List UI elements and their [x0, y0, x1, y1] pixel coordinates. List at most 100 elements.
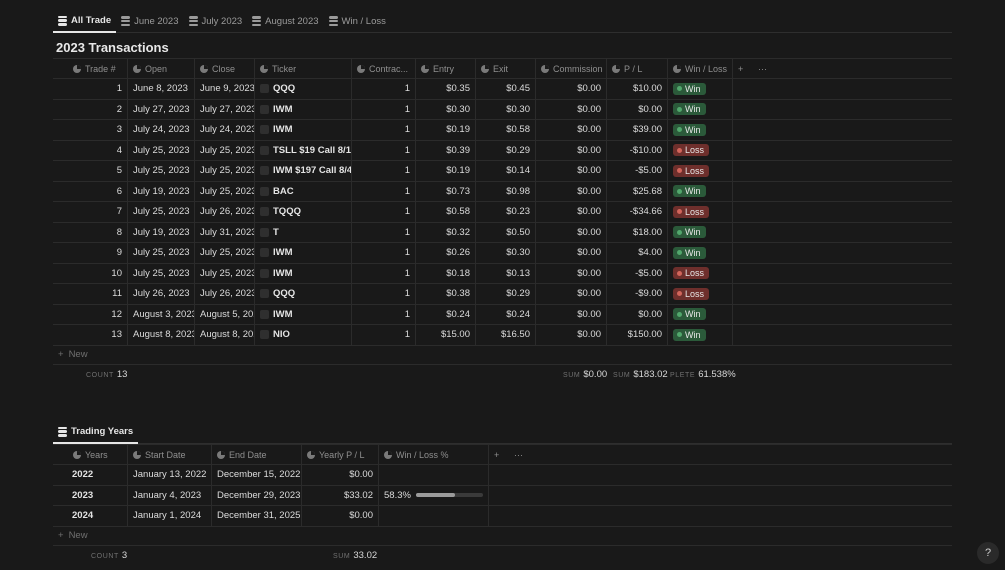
cell-result[interactable]: Loss [668, 202, 733, 222]
tab-july-2023[interactable]: July 2023 [184, 10, 248, 32]
new-row-button[interactable]: + New [53, 346, 952, 365]
cell-ticker[interactable]: IWM [255, 243, 352, 263]
pl-sum[interactable]: SUM $183.02 [613, 368, 668, 380]
cell-close[interactable]: July 31, 2023 [195, 222, 255, 242]
cell-exit[interactable]: $0.50 [476, 222, 536, 242]
cell-exit[interactable]: $0.98 [476, 181, 536, 201]
cell-pl[interactable]: $10.00 [607, 79, 668, 99]
cell-close[interactable]: July 25, 2023 [195, 243, 255, 263]
cell-exit[interactable]: $0.45 [476, 79, 536, 99]
cell-end[interactable]: December 31, 2025 [212, 506, 302, 526]
cell-entry[interactable]: $15.00 [416, 325, 476, 345]
cell-open[interactable]: July 24, 2023 [128, 120, 195, 140]
tab-august-2023[interactable]: August 2023 [247, 10, 323, 32]
cell-pl[interactable]: $33.02 [302, 485, 379, 505]
cell-ticker[interactable]: TQQQ [255, 202, 352, 222]
column-header[interactable]: Commission [536, 59, 607, 78]
cell-close[interactable]: July 25, 2023 [195, 181, 255, 201]
cell-commission[interactable]: $0.00 [536, 304, 607, 324]
cell-pl[interactable]: $25.68 [607, 181, 668, 201]
cell-exit[interactable]: $0.14 [476, 161, 536, 181]
cell-end[interactable]: December 15, 2022 [212, 465, 302, 485]
tab-june-2023[interactable]: June 2023 [116, 10, 183, 32]
cell-result[interactable]: Win [668, 325, 733, 345]
cell-ticker[interactable]: T [255, 222, 352, 242]
cell-pl[interactable]: $18.00 [607, 222, 668, 242]
table-row[interactable]: 6 July 19, 2023 July 25, 2023 BAC 1 $0.73 $0.9… [53, 181, 952, 202]
column-header[interactable]: Close [195, 59, 255, 78]
cell-commission[interactable]: $0.00 [536, 161, 607, 181]
cell-exit[interactable]: $0.30 [476, 99, 536, 119]
cell-contracts[interactable]: 1 [352, 284, 416, 304]
cell-ticker[interactable]: BAC [255, 181, 352, 201]
cell-start[interactable]: January 4, 2023 [128, 485, 212, 505]
column-header[interactable]: Exit [476, 59, 536, 78]
cell-open[interactable]: July 25, 2023 [128, 140, 195, 160]
cell-pl[interactable]: -$34.66 [607, 202, 668, 222]
cell-year[interactable]: 2022 [53, 465, 128, 485]
cell-entry[interactable]: $0.32 [416, 222, 476, 242]
cell-exit[interactable]: $0.23 [476, 202, 536, 222]
cell-pl[interactable]: $0.00 [302, 465, 379, 485]
table-row[interactable]: 4 July 25, 2023 July 25, 2023 TSLL $19 Call… [53, 140, 952, 161]
cell-exit[interactable]: $0.24 [476, 304, 536, 324]
cell-ticker[interactable]: IWM [255, 304, 352, 324]
cell-pl[interactable]: -$5.00 [607, 161, 668, 181]
cell-start[interactable]: January 13, 2022 [128, 465, 212, 485]
cell-open[interactable]: July 25, 2023 [128, 202, 195, 222]
column-header[interactable]: Trade # [53, 59, 128, 78]
cell-year[interactable]: 2024 [53, 506, 128, 526]
cell-contracts[interactable]: 1 [352, 140, 416, 160]
win-loss-calc[interactable]: PLETE 61.538% [670, 368, 736, 380]
cell-open[interactable]: July 19, 2023 [128, 181, 195, 201]
cell-close[interactable]: June 9, 2023 [195, 79, 255, 99]
cell-commission[interactable]: $0.00 [536, 99, 607, 119]
tab-win-loss[interactable]: Win / Loss [324, 10, 391, 32]
cell-pl[interactable]: $0.00 [302, 506, 379, 526]
column-header[interactable]: Win / Loss % [379, 445, 489, 464]
cell-contracts[interactable]: 1 [352, 181, 416, 201]
column-header[interactable]: Win / Loss [668, 59, 733, 78]
cell-contracts[interactable]: 1 [352, 161, 416, 181]
cell-exit[interactable]: $0.58 [476, 120, 536, 140]
cell-close[interactable]: July 25, 2023 [195, 263, 255, 283]
cell-contracts[interactable]: 1 [352, 325, 416, 345]
cell-contracts[interactable]: 1 [352, 304, 416, 324]
cell-result[interactable]: Win [668, 99, 733, 119]
add-column-button[interactable]: + [738, 63, 744, 74]
table-row[interactable]: 9 July 25, 2023 July 25, 2023 IWM 1 $0.26 $0.3… [53, 243, 952, 264]
cell-pct[interactable]: 58.3% [379, 485, 489, 505]
cell-close[interactable]: August 8, 202 [195, 325, 255, 345]
cell-entry[interactable]: $0.18 [416, 263, 476, 283]
cell-commission[interactable]: $0.00 [536, 243, 607, 263]
table-row[interactable]: 8 July 19, 2023 July 31, 2023 T 1 $0.32 $0.50 $… [53, 222, 952, 243]
cell-pl[interactable]: -$9.00 [607, 284, 668, 304]
cell-pl[interactable]: -$10.00 [607, 140, 668, 160]
cell-end[interactable]: December 29, 2023 [212, 485, 302, 505]
cell-ticker[interactable]: QQQ [255, 284, 352, 304]
cell-pl[interactable]: $4.00 [607, 243, 668, 263]
cell-entry[interactable]: $0.30 [416, 99, 476, 119]
column-header[interactable]: P / L [607, 59, 668, 78]
cell-pl[interactable]: $39.00 [607, 120, 668, 140]
cell-open[interactable]: July 19, 2023 [128, 222, 195, 242]
commission-sum[interactable]: SUM $0.00 [563, 368, 608, 380]
cell-start[interactable]: January 1, 2024 [128, 506, 212, 526]
cell-result[interactable]: Loss [668, 263, 733, 283]
cell-entry[interactable]: $0.19 [416, 120, 476, 140]
table-row[interactable]: 2024 January 1, 2024 December 31, 2025 $0.0… [53, 506, 952, 527]
cell-contracts[interactable]: 1 [352, 79, 416, 99]
cell-pct[interactable] [379, 465, 489, 485]
cell-open[interactable]: August 3, 2023 [128, 304, 195, 324]
column-header[interactable]: End Date [212, 445, 302, 464]
cell-contracts[interactable]: 1 [352, 243, 416, 263]
table-row[interactable]: 3 July 24, 2023 July 24, 2023 IWM 1 $0.19 $0.5… [53, 120, 952, 141]
cell-ticker[interactable]: IWM [255, 263, 352, 283]
column-header[interactable]: Yearly P / L [302, 445, 379, 464]
column-header[interactable]: Start Date [128, 445, 212, 464]
cell-close[interactable]: July 25, 2023 [195, 161, 255, 181]
cell-ticker[interactable]: IWM $197 Call 8/4 [255, 161, 352, 181]
cell-contracts[interactable]: 1 [352, 99, 416, 119]
cell-close[interactable]: July 27, 2023 [195, 99, 255, 119]
add-column-button[interactable]: + [494, 449, 500, 460]
